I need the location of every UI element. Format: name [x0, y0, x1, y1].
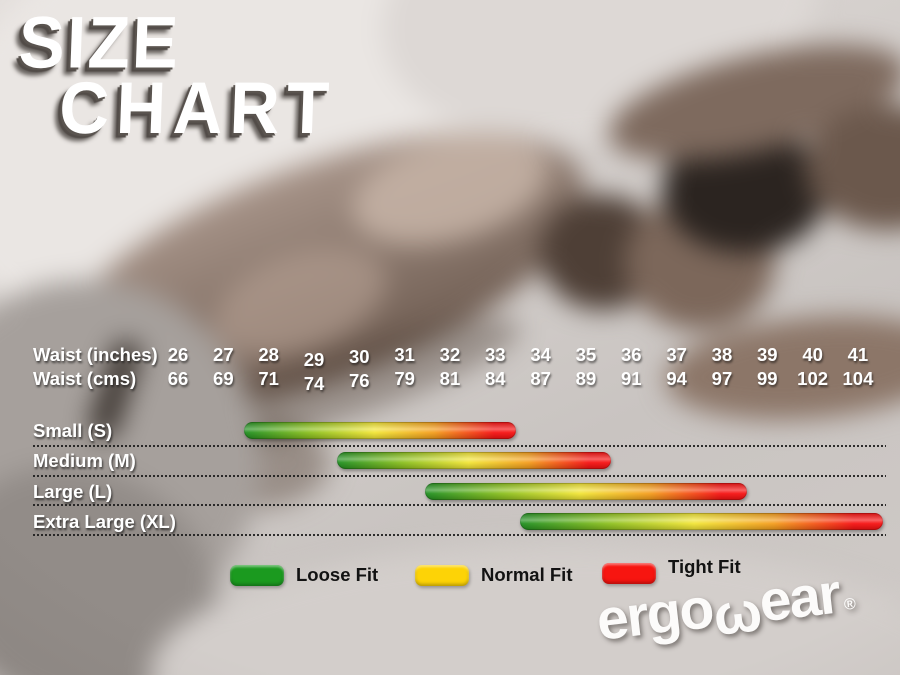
waist-cms-value: 89: [575, 368, 597, 389]
waist-inches-value: 35: [575, 344, 597, 365]
waist-cms-value: 81: [439, 368, 461, 389]
legend-item-tight: Tight Fit: [602, 556, 741, 584]
size-bar-small: [243, 422, 516, 439]
row-divider: [33, 534, 886, 536]
waist-inches-value: 41: [847, 344, 869, 365]
waist-cms-value: 104: [842, 368, 874, 389]
waist-cms-value: 74: [303, 373, 325, 394]
size-label-large: Large (L): [33, 481, 113, 502]
waist-inches-value: 28: [258, 344, 279, 365]
waist-cms-value: 76: [349, 370, 370, 391]
waist-inches-value: 40: [802, 344, 823, 365]
waist-inches-value: 39: [756, 344, 778, 365]
waist-cms-value: 66: [167, 368, 189, 389]
title-line-2: CHART: [58, 67, 338, 150]
row-divider: [33, 475, 886, 477]
waist-cms-value: 91: [621, 368, 642, 389]
waist-cms-row: 66 69 71 74 76 79 81 84 87 89 91 94 97 99 102 104: [0, 368, 900, 394]
waist-inches-label: Waist (inches): [33, 344, 158, 365]
waist-cms-value: 69: [213, 368, 234, 389]
row-divider: [33, 445, 886, 447]
size-bar-xl: [520, 513, 883, 530]
waist-cms-value: 97: [711, 368, 733, 389]
waist-inches-value: 29: [303, 349, 325, 370]
waist-cms-value: 102: [797, 368, 829, 389]
brand-logo-text-2: ear: [756, 561, 843, 635]
brand-logo-omega-glyph: ω: [710, 579, 764, 649]
size-bar-large: [425, 483, 747, 500]
size-label-xl: Extra Large (XL): [33, 511, 176, 532]
waist-inches-value: 30: [349, 346, 370, 367]
waist-inches-row: 26 27 28 29 30 31 32 33 34 35 36 37 38 39 40 41: [0, 344, 900, 370]
legend-item-loose: Loose Fit: [230, 564, 378, 586]
waist-cms-value: 71: [258, 368, 279, 389]
waist-cms-value: 99: [756, 368, 778, 389]
loose-fit-swatch: [230, 564, 284, 586]
tight-fit-swatch: [602, 563, 656, 584]
normal-fit-label: Normal Fit: [481, 564, 573, 585]
legend-item-normal: Normal Fit: [415, 564, 572, 586]
waist-inches-value: 26: [167, 344, 189, 365]
tight-fit-label: Tight Fit: [668, 556, 741, 577]
size-label-small: Small (S): [33, 420, 113, 441]
waist-inches-value: 33: [485, 344, 506, 365]
waist-cms-value: 94: [666, 368, 687, 389]
row-divider: [33, 504, 886, 506]
loose-fit-label: Loose Fit: [296, 564, 379, 585]
waist-cms-label: Waist (cms): [33, 368, 137, 389]
waist-inches-value: 38: [711, 344, 733, 365]
brand-logo-text-1: ergo: [593, 576, 716, 653]
waist-inches-value: 34: [530, 344, 551, 365]
waist-inches-value: 27: [213, 344, 234, 365]
waist-inches-value: 36: [621, 344, 642, 365]
waist-cms-value: 79: [394, 368, 415, 389]
waist-inches-value: 32: [439, 344, 461, 365]
registered-trademark-icon: ®: [843, 595, 857, 614]
normal-fit-swatch: [415, 564, 469, 586]
waist-cms-value: 87: [530, 368, 551, 389]
page-title: SIZE CHART: [15, 2, 339, 150]
size-bar-medium: [336, 452, 612, 469]
waist-cms-value: 84: [485, 368, 506, 389]
size-label-medium: Medium (M): [33, 450, 136, 471]
waist-inches-value: 31: [394, 344, 415, 365]
waist-inches-value: 37: [666, 344, 687, 365]
